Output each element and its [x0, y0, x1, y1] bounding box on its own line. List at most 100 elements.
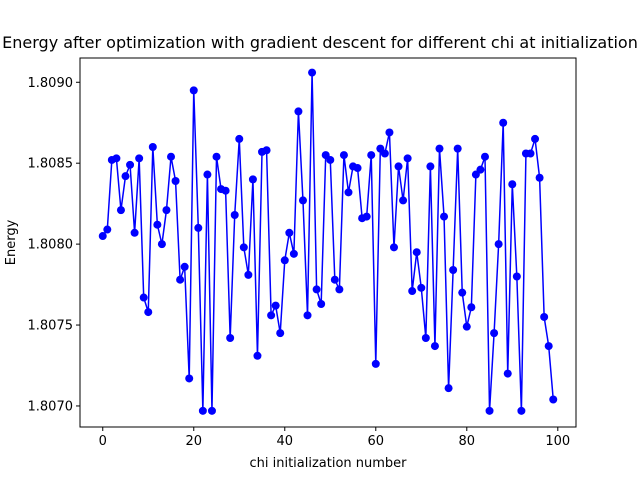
y-tick-label: 1.8080: [28, 238, 74, 253]
data-point: [503, 369, 512, 378]
data-point: [239, 243, 248, 252]
data-point: [103, 225, 112, 234]
data-point: [440, 212, 449, 221]
data-point: [294, 107, 303, 116]
data-point: [148, 143, 157, 152]
data-point: [144, 308, 153, 317]
data-point: [339, 151, 348, 160]
x-tick-label: 40: [276, 434, 293, 449]
data-point: [212, 152, 221, 161]
data-point: [176, 275, 185, 284]
data-point: [135, 154, 144, 163]
data-point: [421, 333, 430, 342]
data-point: [317, 300, 326, 308]
data-point: [417, 283, 426, 292]
x-tick-label: 60: [368, 434, 385, 449]
data-point: [330, 275, 339, 284]
data-point: [153, 220, 162, 229]
data-point: [540, 312, 549, 321]
data-point: [444, 384, 453, 393]
data-point: [162, 206, 171, 215]
data-point: [549, 395, 558, 404]
data-point: [121, 172, 130, 181]
data-point: [308, 68, 317, 77]
data-point: [449, 266, 458, 275]
data-point: [467, 303, 476, 312]
data-point: [157, 240, 166, 249]
data-point: [476, 165, 485, 174]
data-point: [207, 406, 216, 415]
data-point: [221, 186, 230, 195]
data-point: [435, 144, 444, 153]
data-point: [426, 162, 435, 171]
y-tick-label: 1.8085: [28, 157, 74, 172]
x-tick-label: 0: [99, 434, 107, 449]
data-point: [230, 210, 239, 219]
data-point: [371, 359, 380, 368]
data-point: [285, 228, 294, 237]
data-point: [262, 146, 271, 155]
data-point: [430, 342, 439, 351]
data-point: [244, 270, 253, 279]
data-point: [494, 240, 503, 249]
data-point: [508, 180, 517, 189]
axes-frame: [79, 57, 577, 428]
plot-area: [98, 68, 558, 415]
data-point: [462, 322, 471, 331]
x-tick-label: 100: [545, 434, 570, 449]
x-tick-label: 20: [185, 434, 202, 449]
chart-title: Energy after optimization with gradient …: [2, 33, 638, 52]
data-point: [198, 406, 207, 415]
data-point: [171, 177, 180, 185]
data-point: [458, 288, 467, 297]
data-point: [453, 144, 462, 153]
data-point: [385, 128, 394, 137]
data-point: [389, 243, 398, 252]
x-tick-label: 80: [459, 434, 476, 449]
data-point: [189, 86, 198, 95]
data-point: [303, 311, 312, 320]
data-point: [399, 196, 408, 205]
data-point: [280, 256, 289, 265]
data-point: [253, 351, 262, 360]
data-point: [98, 232, 107, 241]
data-point: [517, 406, 526, 415]
data-point: [326, 155, 335, 164]
data-point: [535, 173, 544, 182]
data-point: [226, 333, 235, 342]
data-point: [203, 170, 212, 179]
data-point: [248, 175, 257, 184]
data-point: [531, 134, 540, 143]
data-point: [267, 311, 276, 320]
data-point: [485, 406, 494, 415]
data-point: [312, 285, 321, 294]
y-axis-label: Energy: [4, 219, 19, 265]
data-point: [298, 196, 307, 205]
data-point: [526, 149, 535, 158]
x-axis-label: chi initialization number: [249, 456, 407, 471]
data-point: [353, 164, 362, 173]
y-tick-label: 1.8075: [28, 319, 74, 334]
data-point: [276, 329, 285, 338]
data-point: [512, 272, 521, 281]
y-tick-label: 1.8090: [28, 76, 74, 91]
data-point: [130, 228, 139, 237]
data-point: [235, 134, 244, 143]
data-point: [289, 249, 298, 258]
data-point: [403, 154, 412, 163]
data-point: [185, 374, 194, 383]
data-point: [480, 152, 489, 161]
data-point: [180, 262, 189, 271]
data-point: [544, 342, 553, 351]
axes: 0 20 40 60 80 100 1.8070 1.8075 1.8080 1.8085 1.80…: [28, 76, 571, 449]
data-point: [362, 212, 371, 221]
data-point: [344, 188, 353, 197]
data-point: [126, 160, 135, 169]
data-point: [412, 248, 421, 257]
data-point: [271, 301, 280, 310]
data-point: [335, 285, 344, 294]
y-tick-label: 1.8070: [28, 399, 74, 414]
data-point: [194, 223, 203, 232]
data-point: [490, 329, 499, 338]
